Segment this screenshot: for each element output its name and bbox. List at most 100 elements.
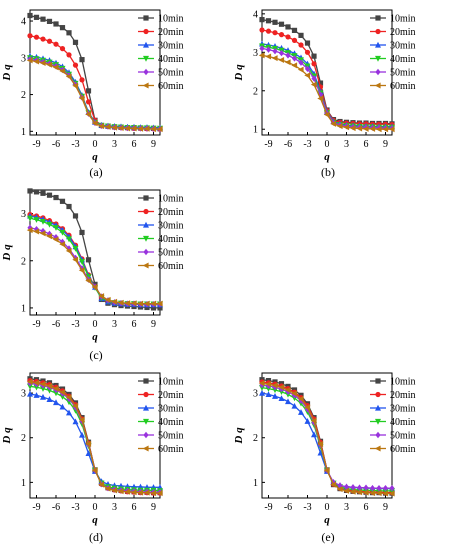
legend-label: 50min [390,431,416,442]
x-tick-label: 9 [383,502,388,513]
data-point-10min [53,21,59,27]
legend-marker [142,445,149,452]
data-point-60min [52,236,59,243]
data-point-40min [40,386,46,392]
x-tick-label: 0 [325,502,330,513]
data-point-60min [143,300,150,307]
data-point-60min [65,73,72,80]
x-tick-label: -3 [71,319,79,330]
series-line-10min [29,378,160,494]
data-point-60min [98,481,105,488]
y-tick-label: 4 [253,9,258,20]
data-point-60min [382,490,389,497]
data-point-50min [356,484,363,491]
legend-marker [143,235,149,242]
data-point-50min [343,483,350,491]
legend-label: 10min [390,14,416,25]
y-axis-label: D q [1,64,13,82]
data-point-60min [291,62,298,69]
data-point-60min [323,467,330,474]
legend-label: 30min [158,221,184,232]
legend-marker [143,418,149,425]
y-tick-label: 3 [253,48,258,59]
data-point-60min [343,487,350,494]
x-tick-label: -9 [32,319,40,330]
data-point-20min [85,99,92,105]
legend-label: 30min [390,41,416,52]
data-point-60min [39,230,46,237]
data-point-60min [85,111,92,118]
x-tick-label: 0 [93,139,98,150]
data-point-20min [53,41,59,47]
data-point-30min [72,418,79,425]
legend-label: 60min [390,444,416,455]
data-point-60min [104,296,111,303]
panel-label-c: (c) [89,348,103,362]
legend-marker [143,55,149,62]
y-tick-label: 3 [21,389,26,400]
data-point-10min [285,24,291,30]
data-point-50min [72,254,79,262]
legend-marker [375,418,381,425]
data-point-60min [78,416,85,423]
data-point-30min [272,393,278,399]
data-point-60min [284,59,291,66]
data-point-60min [137,300,144,307]
legend-label: 40min [390,54,416,65]
data-point-60min [375,126,382,133]
legend-marker [375,404,381,411]
data-point-10min [33,14,40,20]
y-axis-label: D q [1,244,13,262]
data-point-20min [291,37,298,43]
y-axis-label: D q [1,427,13,445]
data-point-20min [27,33,33,39]
legend-label: 20min [390,390,416,401]
data-point-20min [265,28,272,34]
x-axis-label: q [324,514,330,526]
y-axis-label: D q [233,64,245,82]
data-point-30min [298,409,304,415]
x-axis-label: q [324,151,330,163]
data-point-10min [53,194,59,201]
legend-marker [143,404,149,411]
data-point-50min [33,225,40,233]
legend-label: 10min [158,14,184,25]
y-tick-label: 2 [253,433,258,444]
data-point-60min [278,57,285,63]
data-point-60min [78,267,85,274]
x-tick-label: -9 [32,139,40,150]
x-tick-label: -3 [71,139,79,150]
data-point-50min [272,47,278,55]
data-point-50min [369,484,376,492]
data-point-20min [59,46,66,52]
data-point-60min [26,227,33,234]
data-point-30min [285,398,291,405]
data-point-50min [363,484,369,491]
data-point-60min [310,417,317,424]
y-tick-label: 3 [21,209,26,220]
legend-marker [375,68,381,76]
series-line-40min [29,385,161,492]
x-tick-label: -6 [52,502,60,513]
data-point-60min [33,58,40,65]
data-point-60min [85,440,92,447]
series-line-30min [29,215,160,306]
data-point-60min [85,277,92,284]
data-point-60min [330,481,337,488]
data-point-20min [33,34,40,40]
legend-marker [143,248,149,256]
data-point-20min [304,49,311,55]
legend-label: 20min [158,390,184,401]
x-tick-label: -6 [52,319,60,330]
data-point-60min [39,59,46,66]
legend-marker [143,28,149,35]
legend-label: 40min [158,234,184,245]
legend-label: 40min [158,54,184,65]
data-point-60min [26,378,33,385]
legend-marker [143,208,149,215]
data-point-40min [46,221,53,228]
data-point-30min [311,431,317,438]
data-point-30min [304,418,311,424]
